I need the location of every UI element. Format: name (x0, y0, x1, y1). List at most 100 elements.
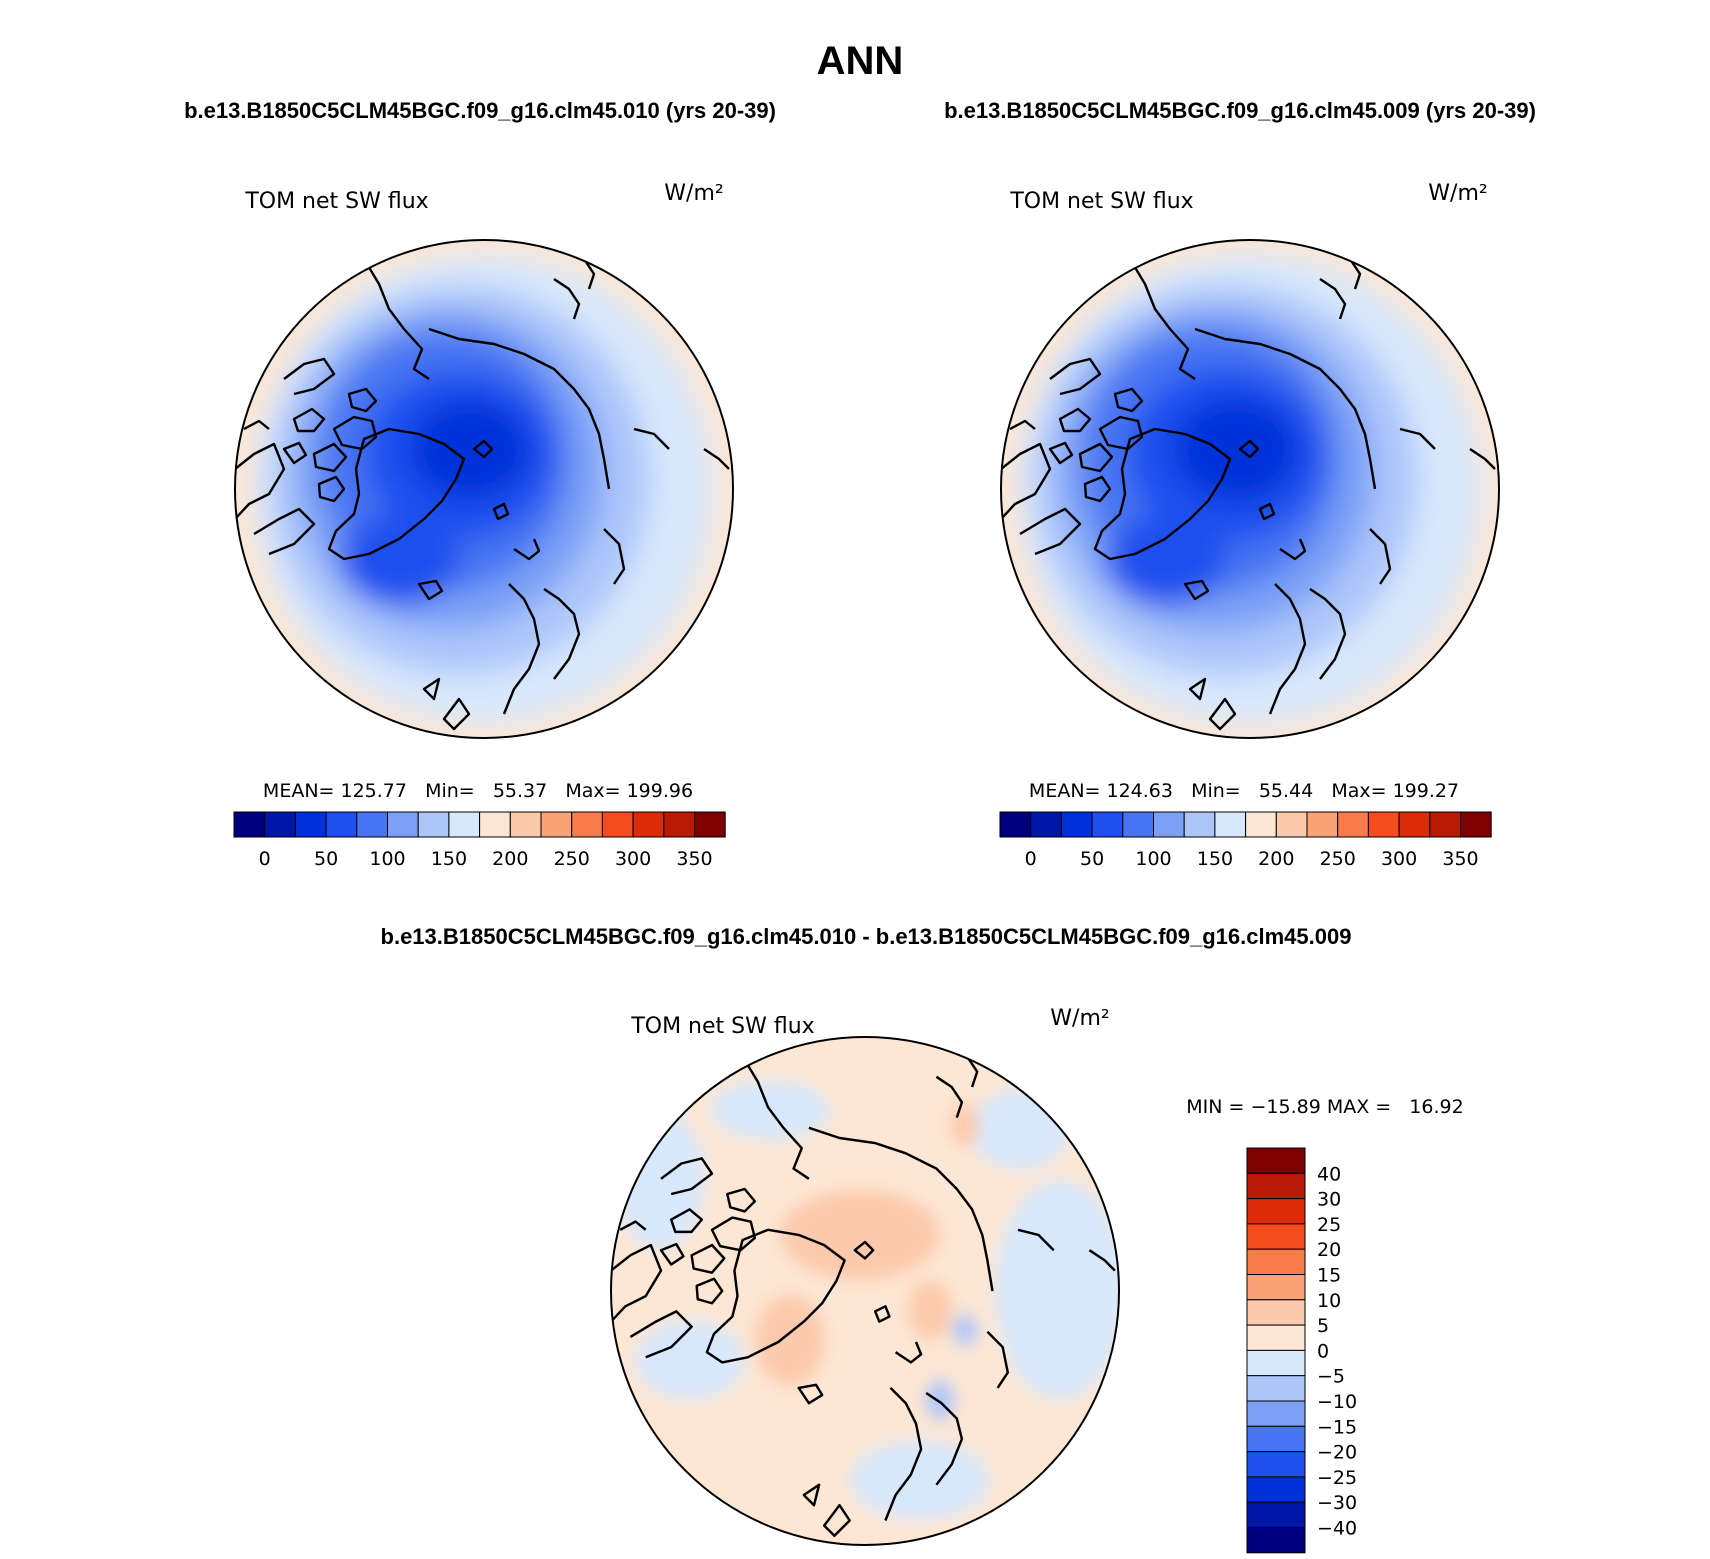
difference-colorbar-box (1246, 1274, 1306, 1301)
case-a-colorbar-box (264, 811, 296, 838)
difference-min-max: MIN = −15.89 MAX = 16.92 (1186, 1096, 1463, 1118)
difference-title: b.e13.B1850C5CLM45BGC.f09_g16.clm45.010 … (381, 924, 1352, 949)
case-b-colorbar-tick-label: 300 (1381, 848, 1417, 870)
panel-case-b: b.e13.B1850C5CLM45BGC.f09_g16.clm45.009 … (944, 98, 1536, 870)
case-a-colorbar-tick-label: 100 (369, 848, 405, 870)
case-a-colorbar-tick-label: 250 (554, 848, 590, 870)
difference-colorbar-box (1246, 1172, 1306, 1200)
case-a-units-label: W/m² (664, 181, 723, 206)
case-a-colorbar-tick-label: 200 (492, 848, 528, 870)
case-b-title: b.e13.B1850C5CLM45BGC.f09_g16.clm45.009 … (944, 98, 1536, 123)
case-a-colorbar-box (294, 811, 327, 838)
difference-colorbar-box (1246, 1400, 1306, 1427)
difference-colorbar-tick-label: −5 (1317, 1366, 1345, 1388)
case-a-colorbar-box (479, 811, 511, 838)
case-b-colorbar-box (1337, 811, 1369, 838)
difference-colorbar-box (1246, 1375, 1306, 1402)
difference-colorbar-box (1246, 1451, 1306, 1478)
difference-colorbar-tick-label: 10 (1317, 1290, 1341, 1312)
case-a-colorbar-box (694, 811, 726, 838)
case-b-colorbar-box (1367, 811, 1400, 838)
difference-units-label: W/m² (1050, 1006, 1109, 1031)
case-a-polar-map (235, 240, 733, 738)
difference-colorbar-tick-label: −15 (1317, 1416, 1357, 1438)
case-a-map-boundary (234, 239, 734, 739)
panel-difference: b.e13.B1850C5CLM45BGC.f09_g16.clm45.010 … (381, 924, 1464, 1554)
difference-colorbar-tick-label: 20 (1317, 1239, 1341, 1261)
case-b-colorbar-box (1429, 811, 1462, 838)
case-b-colorbar-tick-label: 50 (1080, 848, 1104, 870)
difference-colorbar-box (1246, 1223, 1306, 1250)
difference-colorbar-tick-label: 40 (1317, 1163, 1341, 1185)
case-a-colorbar-box (448, 811, 481, 838)
difference-colorbar-box (1246, 1349, 1306, 1377)
case-b-colorbar-box (1214, 811, 1247, 838)
difference-colorbar-tick-label: −10 (1317, 1391, 1357, 1413)
case-a-colorbar-box (571, 811, 603, 838)
case-b-colorbar-tick-label: 250 (1320, 848, 1356, 870)
case-a-colorbar-box (417, 811, 450, 838)
case-a-variable-label: TOM net SW flux (244, 189, 428, 214)
case-a-title: b.e13.B1850C5CLM45BGC.f09_g16.clm45.010 … (184, 98, 776, 123)
case-b-colorbar-box (1091, 811, 1124, 838)
difference-colorbar-tick-label: −25 (1317, 1467, 1357, 1489)
case-b-polar-map (1001, 240, 1499, 738)
case-b-colorbar-box (999, 811, 1032, 838)
difference-colorbar-tick-label: −20 (1317, 1442, 1357, 1464)
case-b-colorbar-box (1275, 811, 1308, 838)
difference-colorbar-tick-label: 30 (1317, 1189, 1341, 1211)
difference-colorbar-box (1246, 1147, 1306, 1174)
case-a-colorbar-tick-label: 0 (259, 848, 271, 870)
case-b-colorbar-box (1398, 811, 1431, 838)
case-b-colorbar-box (1460, 811, 1492, 838)
difference-colorbar-tick-label: 5 (1317, 1315, 1329, 1337)
case-b-colorbar-box (1122, 811, 1155, 838)
panel-case-a: b.e13.B1850C5CLM45BGC.f09_g16.clm45.010 … (184, 98, 776, 870)
difference-colorbar-box (1246, 1501, 1306, 1528)
difference-colorbar-tick-label: 15 (1317, 1265, 1341, 1287)
difference-colorbar-tick-label: −40 (1317, 1518, 1357, 1540)
case-a-colorbar-box (632, 811, 665, 838)
case-a-colorbar-box (509, 811, 542, 838)
case-b-map-boundary (1000, 239, 1500, 739)
difference-colorbar-box (1246, 1198, 1306, 1225)
difference-colorbar-box (1246, 1476, 1306, 1503)
case-a-colorbar: 0 50 100 150 200 250 300 350 (233, 811, 726, 870)
difference-colorbar-tick-label: −30 (1317, 1492, 1357, 1514)
case-b-colorbar-box (1306, 811, 1339, 838)
difference-colorbar-tick-label: 25 (1317, 1214, 1341, 1236)
case-b-colorbar-box (1183, 811, 1216, 838)
case-b-colorbar-box (1060, 811, 1093, 838)
difference-colorbar-box (1246, 1425, 1306, 1453)
case-a-colorbar-tick-label: 300 (615, 848, 651, 870)
case-a-colorbar-box (356, 811, 388, 838)
difference-colorbar-box (1246, 1248, 1306, 1275)
difference-colorbar-box (1246, 1324, 1306, 1351)
case-a-colorbar-box (233, 811, 266, 838)
case-a-colorbar-box (540, 811, 573, 838)
case-b-colorbar-tick-label: 100 (1135, 848, 1171, 870)
difference-colorbar-box (1246, 1527, 1306, 1554)
case-b-colorbar-tick-label: 200 (1258, 848, 1294, 870)
case-b-colorbar-tick-label: 350 (1442, 848, 1478, 870)
case-b-colorbar-box (1030, 811, 1062, 838)
case-b-colorbar-tick-label: 0 (1025, 848, 1037, 870)
figure-title: ANN (817, 39, 904, 83)
case-a-stats: MEAN= 125.77 Min= 55.37 Max= 199.96 (263, 780, 693, 802)
case-a-colorbar-tick-label: 50 (314, 848, 338, 870)
case-a-colorbar-box (387, 811, 419, 838)
difference-colorbar-tick-label: 0 (1317, 1340, 1329, 1362)
case-b-colorbar-box (1245, 811, 1277, 838)
case-b-units-label: W/m² (1428, 181, 1487, 206)
case-b-stats: MEAN= 124.63 Min= 55.44 Max= 199.27 (1029, 780, 1459, 802)
case-a-colorbar-box (663, 811, 695, 838)
case-b-colorbar-box (1153, 811, 1185, 838)
difference-colorbar-box (1246, 1299, 1306, 1326)
case-a-colorbar-tick-label: 350 (676, 848, 712, 870)
case-a-colorbar-box (601, 811, 634, 838)
case-a-colorbar-box (325, 811, 358, 838)
difference-colorbar: 40 30 25 20 15 10 5 0 −5 −10 −15 −20 −25 −30 −40 (1246, 1147, 1357, 1554)
case-b-colorbar-tick-label: 150 (1197, 848, 1233, 870)
case-b-variable-label: TOM net SW flux (1009, 189, 1193, 214)
